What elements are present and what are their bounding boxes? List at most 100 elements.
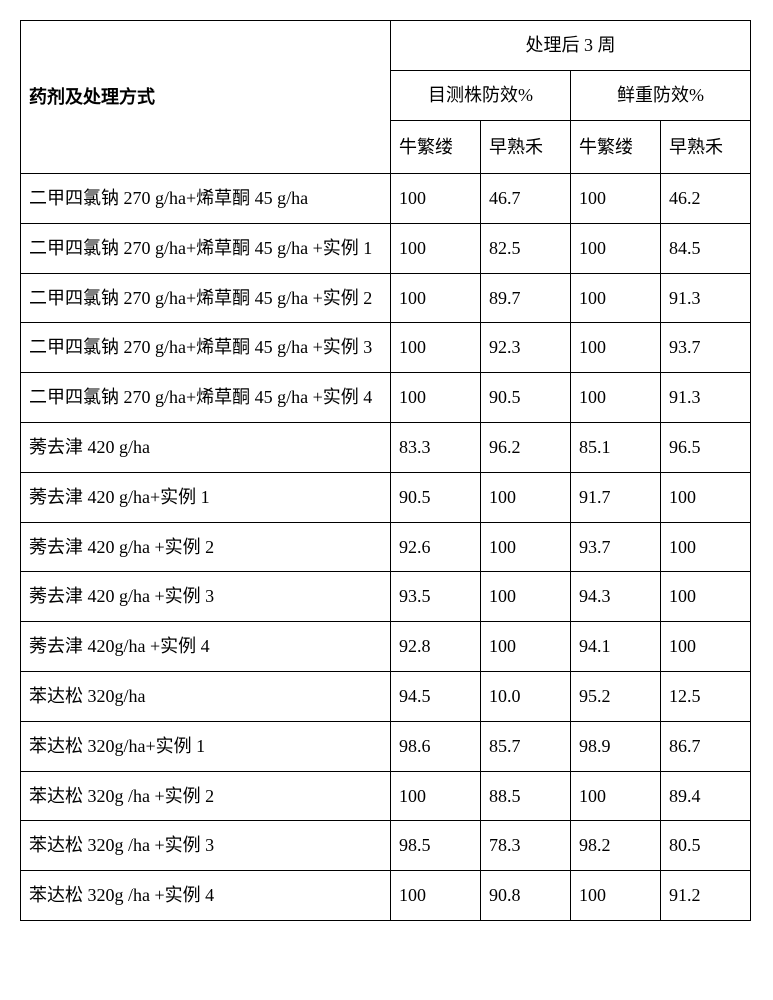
- cell-visual-weed1: 90.5: [391, 472, 481, 522]
- cell-fresh-weed1: 94.1: [571, 622, 661, 672]
- cell-fresh-weed2: 91.3: [661, 273, 751, 323]
- cell-treatment: 苯达松 320g/ha+实例 1: [21, 721, 391, 771]
- cell-fresh-weed2: 91.2: [661, 871, 751, 921]
- header-weed1-f: 牛繁缕: [571, 120, 661, 173]
- cell-treatment: 二甲四氯钠 270 g/ha+烯草酮 45 g/ha +实例 3: [21, 323, 391, 373]
- cell-treatment: 二甲四氯钠 270 g/ha+烯草酮 45 g/ha: [21, 173, 391, 223]
- cell-fresh-weed2: 80.5: [661, 821, 751, 871]
- cell-visual-weed2: 78.3: [481, 821, 571, 871]
- header-weed2-f: 早熟禾: [661, 120, 751, 173]
- header-weed2-v: 早熟禾: [481, 120, 571, 173]
- cell-fresh-weed2: 100: [661, 572, 751, 622]
- table-row: 莠去津 420 g/ha +实例 292.610093.7100: [21, 522, 751, 572]
- cell-fresh-weed1: 100: [571, 871, 661, 921]
- table-row: 莠去津 420 g/ha +实例 393.510094.3100: [21, 572, 751, 622]
- cell-visual-weed1: 94.5: [391, 671, 481, 721]
- cell-fresh-weed1: 100: [571, 273, 661, 323]
- table-row: 莠去津 420 g/ha83.396.285.196.5: [21, 422, 751, 472]
- cell-visual-weed1: 92.8: [391, 622, 481, 672]
- cell-visual-weed1: 92.6: [391, 522, 481, 572]
- cell-visual-weed1: 93.5: [391, 572, 481, 622]
- cell-treatment: 莠去津 420 g/ha: [21, 422, 391, 472]
- cell-visual-weed2: 90.5: [481, 373, 571, 423]
- cell-fresh-weed1: 100: [571, 173, 661, 223]
- cell-visual-weed2: 46.7: [481, 173, 571, 223]
- cell-fresh-weed1: 94.3: [571, 572, 661, 622]
- cell-fresh-weed1: 95.2: [571, 671, 661, 721]
- cell-treatment: 苯达松 320g /ha +实例 4: [21, 871, 391, 921]
- cell-treatment: 二甲四氯钠 270 g/ha+烯草酮 45 g/ha +实例 1: [21, 223, 391, 273]
- table-row: 二甲四氯钠 270 g/ha+烯草酮 45 g/ha +实例 310092.31…: [21, 323, 751, 373]
- cell-fresh-weed2: 86.7: [661, 721, 751, 771]
- cell-visual-weed2: 85.7: [481, 721, 571, 771]
- cell-fresh-weed1: 98.2: [571, 821, 661, 871]
- cell-visual-weed2: 96.2: [481, 422, 571, 472]
- cell-visual-weed1: 100: [391, 771, 481, 821]
- cell-fresh-weed2: 100: [661, 472, 751, 522]
- table-row: 苯达松 320g/ha94.510.095.212.5: [21, 671, 751, 721]
- table-row: 二甲四氯钠 270 g/ha+烯草酮 45 g/ha +实例 210089.71…: [21, 273, 751, 323]
- cell-treatment: 莠去津 420 g/ha +实例 2: [21, 522, 391, 572]
- cell-treatment: 莠去津 420 g/ha +实例 3: [21, 572, 391, 622]
- cell-treatment: 二甲四氯钠 270 g/ha+烯草酮 45 g/ha +实例 4: [21, 373, 391, 423]
- cell-fresh-weed2: 89.4: [661, 771, 751, 821]
- cell-fresh-weed1: 98.9: [571, 721, 661, 771]
- cell-visual-weed2: 90.8: [481, 871, 571, 921]
- header-visual: 目测株防效%: [391, 70, 571, 120]
- table-row: 苯达松 320g /ha +实例 398.578.398.280.5: [21, 821, 751, 871]
- header-weed1-v: 牛繁缕: [391, 120, 481, 173]
- cell-fresh-weed1: 93.7: [571, 522, 661, 572]
- cell-fresh-weed1: 100: [571, 373, 661, 423]
- cell-treatment: 莠去津 420g/ha +实例 4: [21, 622, 391, 672]
- cell-visual-weed1: 98.5: [391, 821, 481, 871]
- cell-treatment: 二甲四氯钠 270 g/ha+烯草酮 45 g/ha +实例 2: [21, 273, 391, 323]
- cell-fresh-weed2: 96.5: [661, 422, 751, 472]
- cell-visual-weed2: 10.0: [481, 671, 571, 721]
- cell-visual-weed2: 100: [481, 572, 571, 622]
- cell-visual-weed2: 100: [481, 522, 571, 572]
- table-row: 二甲四氯钠 270 g/ha+烯草酮 45 g/ha10046.710046.2: [21, 173, 751, 223]
- table-row: 苯达松 320g /ha +实例 410090.810091.2: [21, 871, 751, 921]
- cell-fresh-weed2: 93.7: [661, 323, 751, 373]
- cell-visual-weed1: 100: [391, 223, 481, 273]
- cell-visual-weed1: 98.6: [391, 721, 481, 771]
- cell-visual-weed2: 92.3: [481, 323, 571, 373]
- cell-treatment: 苯达松 320g /ha +实例 2: [21, 771, 391, 821]
- efficacy-table: 药剂及处理方式 处理后 3 周 目测株防效% 鲜重防效% 牛繁缕 早熟禾 牛繁缕…: [20, 20, 751, 921]
- cell-visual-weed1: 100: [391, 373, 481, 423]
- cell-visual-weed1: 83.3: [391, 422, 481, 472]
- cell-fresh-weed1: 85.1: [571, 422, 661, 472]
- header-period: 处理后 3 周: [391, 21, 751, 71]
- cell-fresh-weed1: 100: [571, 223, 661, 273]
- cell-fresh-weed2: 46.2: [661, 173, 751, 223]
- cell-fresh-weed2: 84.5: [661, 223, 751, 273]
- table-body: 二甲四氯钠 270 g/ha+烯草酮 45 g/ha10046.710046.2…: [21, 173, 751, 920]
- cell-visual-weed1: 100: [391, 173, 481, 223]
- table-row: 二甲四氯钠 270 g/ha+烯草酮 45 g/ha +实例 410090.51…: [21, 373, 751, 423]
- table-row: 莠去津 420g/ha +实例 492.810094.1100: [21, 622, 751, 672]
- cell-visual-weed2: 82.5: [481, 223, 571, 273]
- table-row: 苯达松 320g /ha +实例 210088.510089.4: [21, 771, 751, 821]
- table-row: 莠去津 420 g/ha+实例 190.510091.7100: [21, 472, 751, 522]
- cell-visual-weed2: 100: [481, 622, 571, 672]
- cell-visual-weed1: 100: [391, 273, 481, 323]
- cell-treatment: 莠去津 420 g/ha+实例 1: [21, 472, 391, 522]
- cell-visual-weed1: 100: [391, 323, 481, 373]
- table-row: 苯达松 320g/ha+实例 198.685.798.986.7: [21, 721, 751, 771]
- table-row: 二甲四氯钠 270 g/ha+烯草酮 45 g/ha +实例 110082.51…: [21, 223, 751, 273]
- cell-visual-weed2: 88.5: [481, 771, 571, 821]
- cell-fresh-weed1: 91.7: [571, 472, 661, 522]
- cell-fresh-weed2: 91.3: [661, 373, 751, 423]
- cell-treatment: 苯达松 320g /ha +实例 3: [21, 821, 391, 871]
- header-treatment: 药剂及处理方式: [21, 21, 391, 174]
- cell-fresh-weed1: 100: [571, 323, 661, 373]
- cell-fresh-weed2: 100: [661, 522, 751, 572]
- cell-fresh-weed2: 100: [661, 622, 751, 672]
- cell-visual-weed1: 100: [391, 871, 481, 921]
- header-fresh: 鲜重防效%: [571, 70, 751, 120]
- cell-visual-weed2: 100: [481, 472, 571, 522]
- cell-fresh-weed2: 12.5: [661, 671, 751, 721]
- cell-visual-weed2: 89.7: [481, 273, 571, 323]
- cell-fresh-weed1: 100: [571, 771, 661, 821]
- header-row-1: 药剂及处理方式 处理后 3 周: [21, 21, 751, 71]
